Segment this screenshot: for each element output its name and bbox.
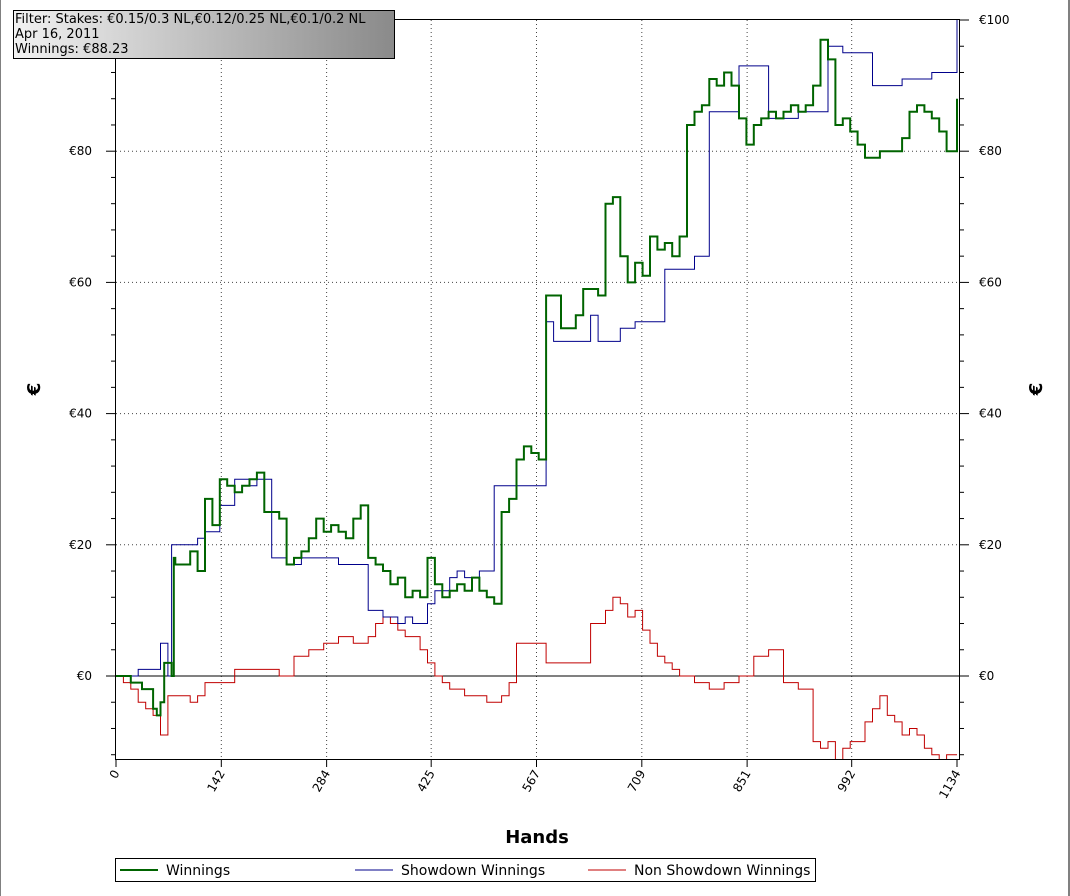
info-winnings: Winnings: €88.23 (15, 42, 129, 57)
info-filter: Filter: Stakes: €0.15/0.3 NL,€0.12/0.25 … (15, 12, 366, 27)
x-tick-label: 567 (520, 768, 544, 795)
x-tick-label: 0 (107, 768, 123, 782)
x-tick-label: 284 (310, 768, 334, 795)
legend-label-non-showdown: Non Showdown Winnings (634, 863, 810, 879)
x-tick-label: 1134 (936, 768, 963, 801)
y-tick-label-left: €80 (69, 144, 92, 158)
x-tick-label: 425 (414, 768, 438, 795)
y-tick-label-right: €100 (979, 13, 1010, 27)
y-tick-label-left: €40 (69, 407, 92, 421)
y-tick-label-right: €80 (979, 144, 1002, 158)
info-box: Filter: Stakes: €0.15/0.3 NL,€0.12/0.25 … (13, 10, 395, 59)
tick-marks (106, 19, 969, 767)
x-tick-label: 851 (730, 768, 754, 795)
y-tick-label-left: €0 (77, 669, 92, 683)
legend: Winnings Showdown Winnings Non Showdown … (115, 858, 816, 882)
y-tick-label-right: €40 (979, 407, 1002, 421)
series-line-winnings (116, 38, 958, 717)
plot-area (115, 19, 960, 760)
series-group (116, 20, 958, 759)
y-tick-label-right: €0 (979, 669, 994, 683)
info-date: Apr 16, 2011 (15, 27, 100, 42)
y-tick-label-right: €60 (979, 275, 1002, 289)
x-tick-label: 709 (625, 768, 649, 795)
y-tick-label-left: €60 (69, 275, 92, 289)
legend-label-showdown: Showdown Winnings (401, 863, 545, 879)
y-tick-label-left: €20 (69, 538, 92, 552)
grid (116, 20, 959, 759)
y-axis-title-left: € (24, 383, 45, 397)
x-tick-label: 992 (835, 768, 859, 795)
y-tick-label-right: €20 (979, 538, 1002, 552)
legend-label-winnings: Winnings (166, 863, 230, 879)
x-tick-label: 142 (204, 768, 228, 795)
x-axis-title: Hands (505, 827, 569, 848)
series-line-non-showdown-winnings (116, 596, 957, 759)
y-axis-title-right: € (1026, 383, 1047, 397)
